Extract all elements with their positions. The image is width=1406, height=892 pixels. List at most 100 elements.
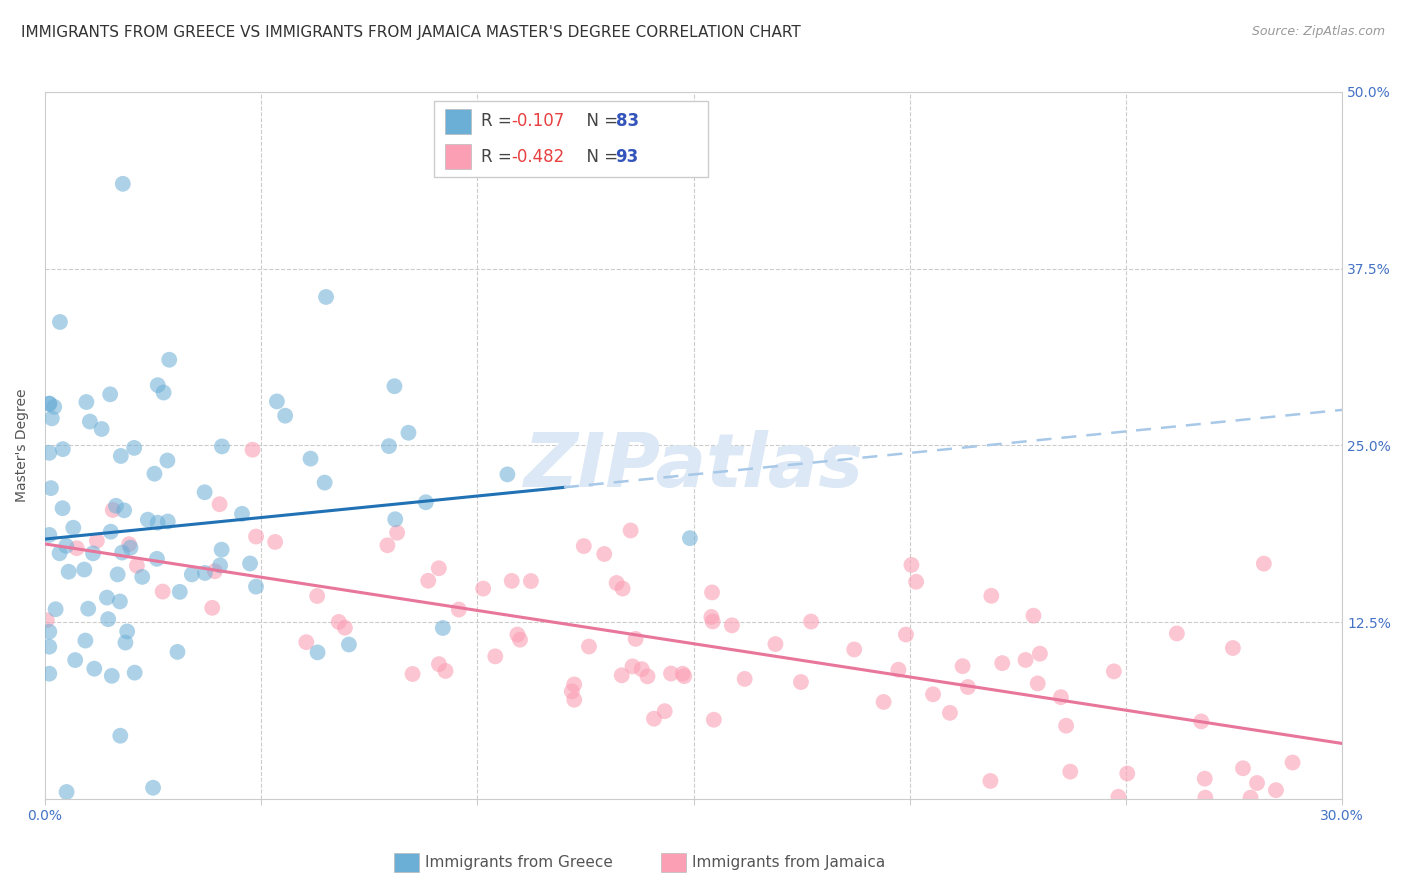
Point bbox=[82, 546, 104, 560]
Point bbox=[561, 684, 583, 698]
Point bbox=[38, 446, 60, 460]
Point bbox=[110, 449, 132, 463]
Point bbox=[110, 729, 132, 743]
Point bbox=[307, 589, 329, 603]
Point bbox=[166, 645, 188, 659]
Point bbox=[125, 558, 148, 573]
Point bbox=[905, 574, 928, 589]
Point bbox=[194, 485, 217, 500]
Point bbox=[115, 624, 138, 639]
Point bbox=[96, 591, 118, 605]
Point bbox=[315, 290, 337, 304]
Point bbox=[593, 547, 616, 561]
Point bbox=[702, 615, 724, 629]
Point bbox=[264, 535, 287, 549]
Point bbox=[44, 400, 66, 414]
Point bbox=[152, 584, 174, 599]
Point bbox=[1281, 756, 1303, 770]
Point bbox=[637, 669, 659, 683]
Point bbox=[194, 566, 217, 580]
Point bbox=[136, 513, 159, 527]
Point bbox=[120, 541, 142, 555]
Point bbox=[700, 585, 723, 599]
Point bbox=[35, 613, 58, 627]
Text: 93: 93 bbox=[616, 148, 638, 166]
Point bbox=[1166, 626, 1188, 640]
Point bbox=[979, 774, 1001, 789]
Point bbox=[472, 582, 495, 596]
Point bbox=[111, 545, 134, 559]
Point bbox=[1102, 665, 1125, 679]
Point bbox=[55, 539, 77, 553]
Point bbox=[146, 551, 169, 566]
Point bbox=[142, 780, 165, 795]
Point bbox=[418, 574, 440, 588]
Point bbox=[952, 659, 974, 673]
Point bbox=[83, 662, 105, 676]
Point bbox=[107, 567, 129, 582]
Point bbox=[41, 411, 63, 425]
Point bbox=[77, 601, 100, 615]
Point bbox=[887, 663, 910, 677]
Point bbox=[156, 515, 179, 529]
Point bbox=[922, 687, 945, 701]
Point bbox=[501, 574, 523, 588]
Point bbox=[1253, 557, 1275, 571]
Text: 83: 83 bbox=[616, 112, 638, 130]
Point bbox=[872, 695, 894, 709]
Point bbox=[201, 600, 224, 615]
Point bbox=[1246, 776, 1268, 790]
Point bbox=[111, 177, 134, 191]
Point bbox=[980, 589, 1002, 603]
Point bbox=[1194, 790, 1216, 805]
Point bbox=[520, 574, 543, 588]
Point bbox=[1194, 772, 1216, 786]
Point bbox=[131, 570, 153, 584]
Text: R =: R = bbox=[481, 148, 516, 166]
Point bbox=[39, 481, 62, 495]
Point bbox=[991, 656, 1014, 670]
Point bbox=[1239, 790, 1261, 805]
Point bbox=[122, 441, 145, 455]
Point bbox=[239, 557, 262, 571]
Point bbox=[721, 618, 744, 632]
Point bbox=[211, 439, 233, 453]
Point bbox=[295, 635, 318, 649]
Point bbox=[415, 495, 437, 509]
Point bbox=[38, 397, 60, 411]
Point bbox=[378, 439, 401, 453]
Point bbox=[1029, 647, 1052, 661]
Point bbox=[333, 621, 356, 635]
Point bbox=[562, 677, 585, 691]
Point bbox=[49, 315, 72, 329]
Point bbox=[484, 649, 506, 664]
Point bbox=[38, 528, 60, 542]
Point bbox=[208, 497, 231, 511]
Point bbox=[956, 680, 979, 694]
Point bbox=[1265, 783, 1288, 797]
Point bbox=[55, 785, 77, 799]
Point bbox=[578, 640, 600, 654]
Point bbox=[562, 692, 585, 706]
Point bbox=[152, 385, 174, 400]
Point bbox=[1026, 676, 1049, 690]
Point bbox=[894, 627, 917, 641]
Point bbox=[401, 667, 423, 681]
Point bbox=[509, 632, 531, 647]
Point bbox=[384, 512, 406, 526]
Point bbox=[624, 632, 647, 646]
Point bbox=[169, 585, 191, 599]
Point bbox=[427, 657, 450, 672]
Text: N =: N = bbox=[576, 148, 623, 166]
Point bbox=[108, 594, 131, 608]
Point bbox=[114, 635, 136, 649]
Point bbox=[38, 396, 60, 410]
Point bbox=[79, 415, 101, 429]
Point bbox=[73, 563, 96, 577]
Point bbox=[672, 666, 695, 681]
Point bbox=[800, 615, 823, 629]
Point bbox=[51, 501, 73, 516]
Point bbox=[844, 642, 866, 657]
Point bbox=[63, 653, 86, 667]
Point bbox=[939, 706, 962, 720]
